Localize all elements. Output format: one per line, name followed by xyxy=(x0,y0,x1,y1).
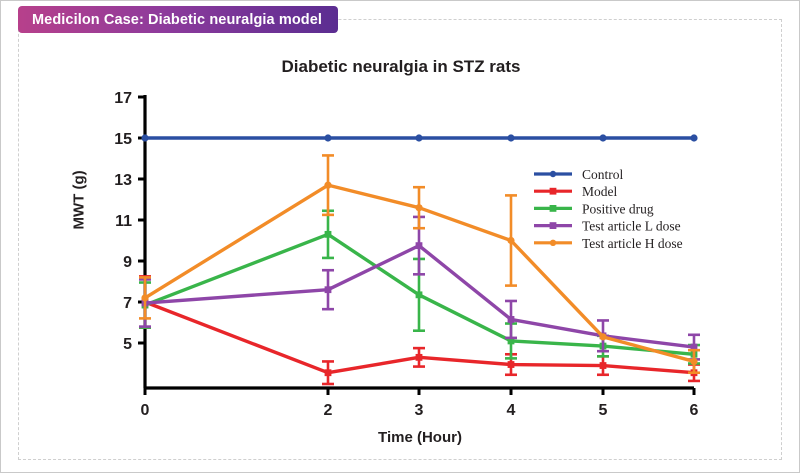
x-tick-label: 5 xyxy=(599,402,608,419)
y-tick-label: 9 xyxy=(123,254,132,271)
x-tick-label: 2 xyxy=(324,402,333,419)
data-point xyxy=(141,294,149,302)
y-tick-label: 11 xyxy=(115,213,132,230)
data-point xyxy=(507,316,515,323)
y-tick-label: 5 xyxy=(123,336,132,353)
data-point xyxy=(141,134,149,142)
data-series xyxy=(139,134,700,386)
data-point xyxy=(324,286,332,294)
y-tick-label: 15 xyxy=(114,131,132,148)
series-test-article-h-dose xyxy=(139,154,700,375)
dashed-content-frame xyxy=(18,19,782,460)
series-line xyxy=(143,232,696,356)
data-point xyxy=(507,134,515,142)
data-point xyxy=(507,236,515,245)
data-point xyxy=(415,134,423,142)
data-point xyxy=(507,337,515,345)
legend-label: Test article L dose xyxy=(582,219,681,234)
data-point xyxy=(599,134,607,142)
data-point xyxy=(415,204,423,212)
legend-label: Model xyxy=(582,184,617,199)
data-point xyxy=(599,362,607,369)
case-banner-label: Medicilon Case: Diabetic neuralgia model xyxy=(32,11,323,28)
legend-swatch-marker xyxy=(549,187,557,195)
series-line xyxy=(143,243,696,349)
legend-swatch-marker xyxy=(549,205,557,212)
x-tick-label: 0 xyxy=(141,402,150,419)
axes: 5 7 9 11 13 15 17 0 2 3 4 5 6 xyxy=(114,90,698,419)
data-point xyxy=(324,369,332,377)
series-line xyxy=(143,183,696,364)
data-point xyxy=(324,230,332,238)
data-point xyxy=(599,333,607,341)
data-point xyxy=(324,181,332,189)
data-point xyxy=(324,134,332,142)
y-tick-label: 13 xyxy=(114,172,132,189)
x-tick-label: 3 xyxy=(415,402,424,419)
x-tick-label: 4 xyxy=(507,402,516,419)
legend-swatch-marker xyxy=(549,222,557,229)
series-control xyxy=(141,134,698,142)
chart-title: Diabetic neuralgia in STZ rats xyxy=(281,57,521,76)
chart-legend: Control Model Positive drug Test article L … xyxy=(534,167,683,251)
case-banner: Medicilon Case: Diabetic neuralgia model xyxy=(18,6,339,33)
y-tick-label: 17 xyxy=(114,90,132,107)
data-point xyxy=(415,353,423,361)
legend-label: Control xyxy=(582,167,624,182)
x-tick-label: 6 xyxy=(690,402,699,419)
data-point xyxy=(415,242,423,250)
data-point xyxy=(690,357,698,366)
series-line xyxy=(143,300,696,375)
legend-swatch-marker xyxy=(549,239,557,246)
legend-label: Positive drug xyxy=(582,201,654,216)
data-point xyxy=(415,291,423,299)
x-axis-title: Time (Hour) xyxy=(378,429,462,446)
data-point xyxy=(690,134,698,142)
legend-label: Test article H dose xyxy=(582,236,683,251)
data-point xyxy=(507,361,515,368)
y-tick-label: 7 xyxy=(123,295,132,312)
legend-swatch-marker xyxy=(549,170,557,178)
data-point xyxy=(690,343,698,351)
